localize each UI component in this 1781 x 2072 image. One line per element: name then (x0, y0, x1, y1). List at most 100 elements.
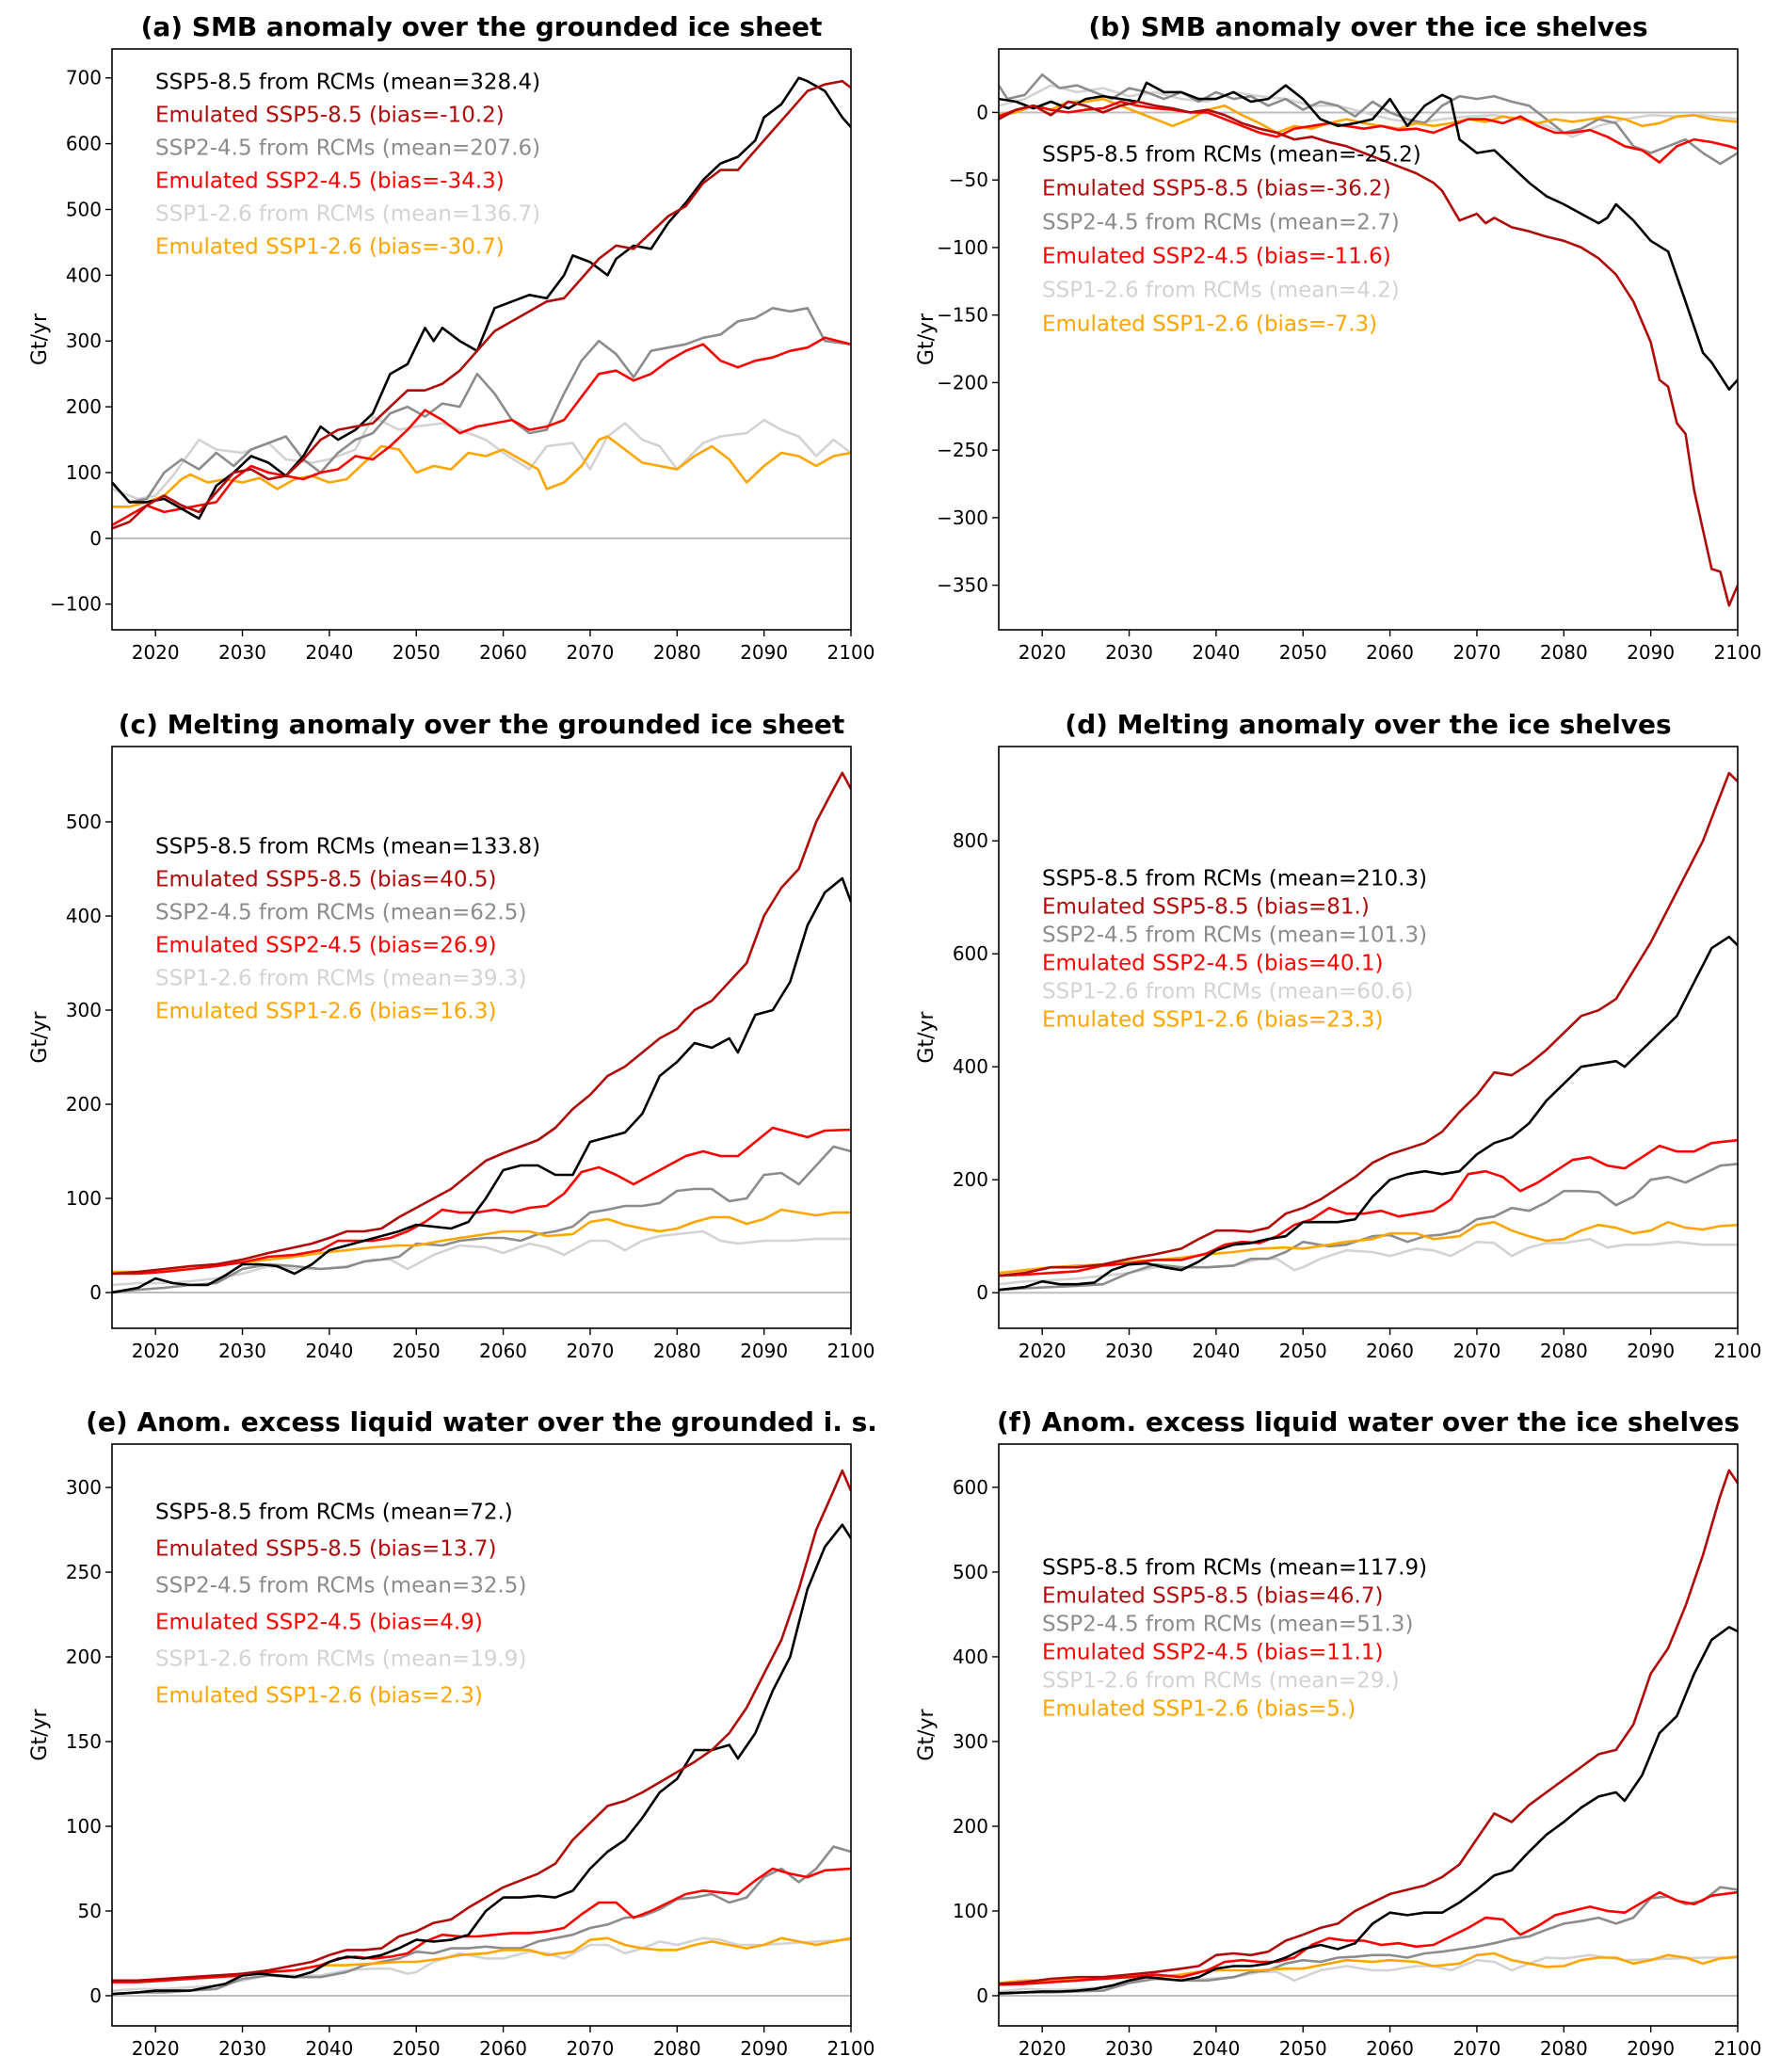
x-tick-label: 2040 (1192, 641, 1240, 664)
x-tick-label: 2080 (653, 1340, 701, 1362)
series-line-ssp1-2-6-from-rcms (112, 1229, 851, 1287)
x-tick-label: 2080 (1540, 1340, 1588, 1362)
x-tick-label: 2070 (1452, 641, 1500, 664)
y-tick-label: 700 (66, 67, 102, 89)
x-tick-label: 2050 (393, 641, 441, 664)
x-tick-label: 2050 (1279, 641, 1327, 664)
series-line-emulated-ssp5-8-5 (112, 79, 851, 530)
series-line-ssp2-4-5-from-rcms (112, 1145, 851, 1294)
legend-entry: SSP1-2.6 from RCMs (mean=4.2) (1042, 279, 1400, 303)
y-axis-label: Gt/yr (915, 1010, 939, 1063)
x-tick-label: 2020 (132, 1340, 180, 1362)
legend-entry: SSP1-2.6 from RCMs (mean=60.6) (1042, 980, 1413, 1004)
legend-entry: Emulated SSP5-8.5 (bias=-36.2) (1042, 177, 1391, 201)
x-tick-label: 2020 (1019, 2037, 1067, 2060)
series-line-ssp1-2-6-from-rcms (112, 415, 851, 501)
x-tick-label: 2100 (1714, 1340, 1762, 1362)
panel-e: (e) Anom. excess liquid water over the g… (28, 1406, 877, 2060)
panel-b: (b) SMB anomaly over the ice shelves 2020… (915, 11, 1761, 664)
legend-entry: Emulated SSP2-4.5 (bias=11.1) (1042, 1640, 1383, 1664)
y-tick-label: 300 (66, 329, 102, 352)
x-tick-label: 2050 (1279, 1340, 1327, 1362)
x-tick-label: 2060 (479, 641, 527, 664)
x-tick-label: 2050 (1279, 2037, 1327, 2060)
panel-title: (d) Melting anomaly over the ice shelves (1065, 709, 1671, 740)
legend-entry: SSP5-8.5 from RCMs (mean=-25.2) (1042, 143, 1421, 168)
x-tick-label: 2100 (1714, 641, 1762, 664)
legend-entry: Emulated SSP5-8.5 (bias=81.) (1042, 895, 1370, 920)
axes-frame (111, 746, 852, 1329)
x-tick-label: 2080 (1540, 641, 1588, 664)
series-line-ssp2-4-5-from-rcms (112, 306, 851, 504)
axes-frame (998, 1443, 1739, 2027)
x-tick-label: 2060 (1366, 2037, 1414, 2060)
x-tick-label: 2040 (305, 2037, 353, 2060)
x-tick-label: 2070 (566, 1340, 614, 1362)
panel-title: (a) SMB anomaly over the grounded ice sh… (141, 11, 823, 42)
panel-a: (a) SMB anomaly over the grounded ice sh… (28, 11, 874, 664)
series-group (999, 73, 1738, 607)
series-line-emulated-ssp5-8-5 (999, 771, 1738, 1277)
x-tick-label: 2030 (1105, 2037, 1153, 2060)
series-line-emulated-ssp2-4-5 (999, 100, 1738, 164)
x-tick-label: 2060 (479, 1340, 527, 1362)
legend-entry: SSP1-2.6 from RCMs (mean=136.7) (155, 202, 540, 227)
x-tick-label: 2090 (1627, 641, 1675, 664)
x-tick-label: 2080 (653, 641, 701, 664)
legend-entry: Emulated SSP1-2.6 (bias=-30.7) (155, 235, 505, 260)
y-tick-label: 200 (66, 395, 102, 418)
y-tick-label: −200 (937, 371, 988, 394)
legend: SSP5-8.5 from RCMs (mean=-25.2) Emulated … (1042, 143, 1421, 337)
y-tick-label: −100 (50, 593, 102, 616)
y-tick-label: 500 (953, 1561, 988, 1583)
legend-entry: Emulated SSP5-8.5 (bias=13.7) (155, 1537, 496, 1562)
y-tick-label: 0 (89, 1281, 102, 1304)
y-tick-label: −300 (937, 506, 988, 529)
y-tick-label: 600 (953, 1476, 988, 1499)
legend-entry: Emulated SSP2-4.5 (bias=40.1) (1042, 952, 1383, 976)
legend-entry: Emulated SSP5-8.5 (bias=-10.2) (155, 104, 505, 128)
y-tick-label: 100 (66, 1187, 102, 1210)
y-tick-label: 0 (89, 527, 102, 550)
x-tick-label: 2040 (305, 1340, 353, 1362)
x-tick-label: 2020 (132, 641, 180, 664)
x-tick-label: 2030 (218, 1340, 266, 1362)
series-line-emulated-ssp2-4-5 (112, 1126, 851, 1276)
legend: SSP5-8.5 from RCMs (mean=210.3) Emulated … (1042, 867, 1427, 1033)
y-axis-label: Gt/yr (28, 1010, 52, 1063)
legend: SSP5-8.5 from RCMs (mean=328.4) Emulated … (155, 71, 540, 260)
series-group (112, 76, 851, 530)
x-tick-label: 2090 (1627, 2037, 1675, 2060)
x-tick-label: 2090 (740, 641, 788, 664)
legend-entry: SSP1-2.6 from RCMs (mean=19.9) (155, 1647, 526, 1672)
series-line-emulated-ssp1-2-6 (112, 1208, 851, 1274)
x-tick-label: 2050 (393, 1340, 441, 1362)
x-tick-label: 2040 (305, 641, 353, 664)
x-tick-label: 2100 (1714, 2037, 1762, 2060)
legend-entry: Emulated SSP2-4.5 (bias=26.9) (155, 934, 496, 958)
legend-entry: SSP2-4.5 from RCMs (mean=32.5) (155, 1574, 526, 1598)
x-tick-label: 2030 (1105, 1340, 1153, 1362)
y-axis-label: Gt/yr (28, 313, 52, 365)
y-axis-label: Gt/yr (915, 313, 939, 365)
x-tick-label: 2070 (566, 641, 614, 664)
y-tick-label: −100 (937, 236, 988, 259)
x-tick-label: 2070 (1452, 1340, 1500, 1362)
panel-title: (c) Melting anomaly over the grounded ic… (119, 709, 845, 740)
series-line-emulated-ssp2-4-5 (112, 1867, 851, 1984)
y-tick-label: −50 (949, 169, 988, 191)
x-tick-label: 2060 (479, 2037, 527, 2060)
x-tick-label: 2040 (1192, 2037, 1240, 2060)
legend-entry: Emulated SSP5-8.5 (bias=46.7) (1042, 1583, 1383, 1608)
x-tick-label: 2100 (827, 641, 875, 664)
legend-entry: SSP5-8.5 from RCMs (mean=210.3) (1042, 867, 1427, 891)
axes-frame (111, 1443, 852, 2027)
panel-f: (f) Anom. excess liquid water over the i… (915, 1406, 1761, 2060)
y-tick-label: 200 (953, 1168, 988, 1191)
y-tick-label: 0 (976, 101, 988, 123)
y-tick-label: 200 (66, 1646, 102, 1668)
series-line-ssp5-8-5-from-rcms (999, 1626, 1738, 1995)
y-axis-label: Gt/yr (28, 1708, 52, 1760)
series-line-emulated-ssp2-4-5 (999, 1890, 1738, 1986)
